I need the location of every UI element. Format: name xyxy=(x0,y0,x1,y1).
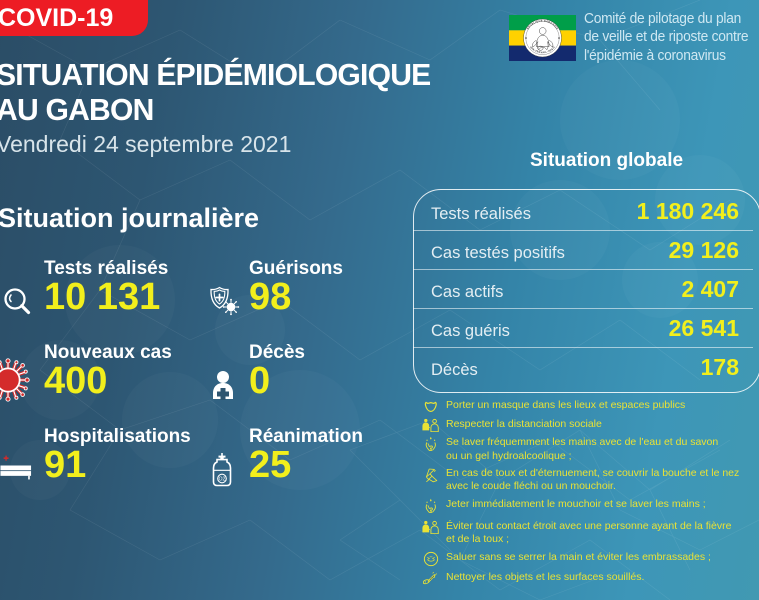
svg-text:O2: O2 xyxy=(219,476,226,482)
